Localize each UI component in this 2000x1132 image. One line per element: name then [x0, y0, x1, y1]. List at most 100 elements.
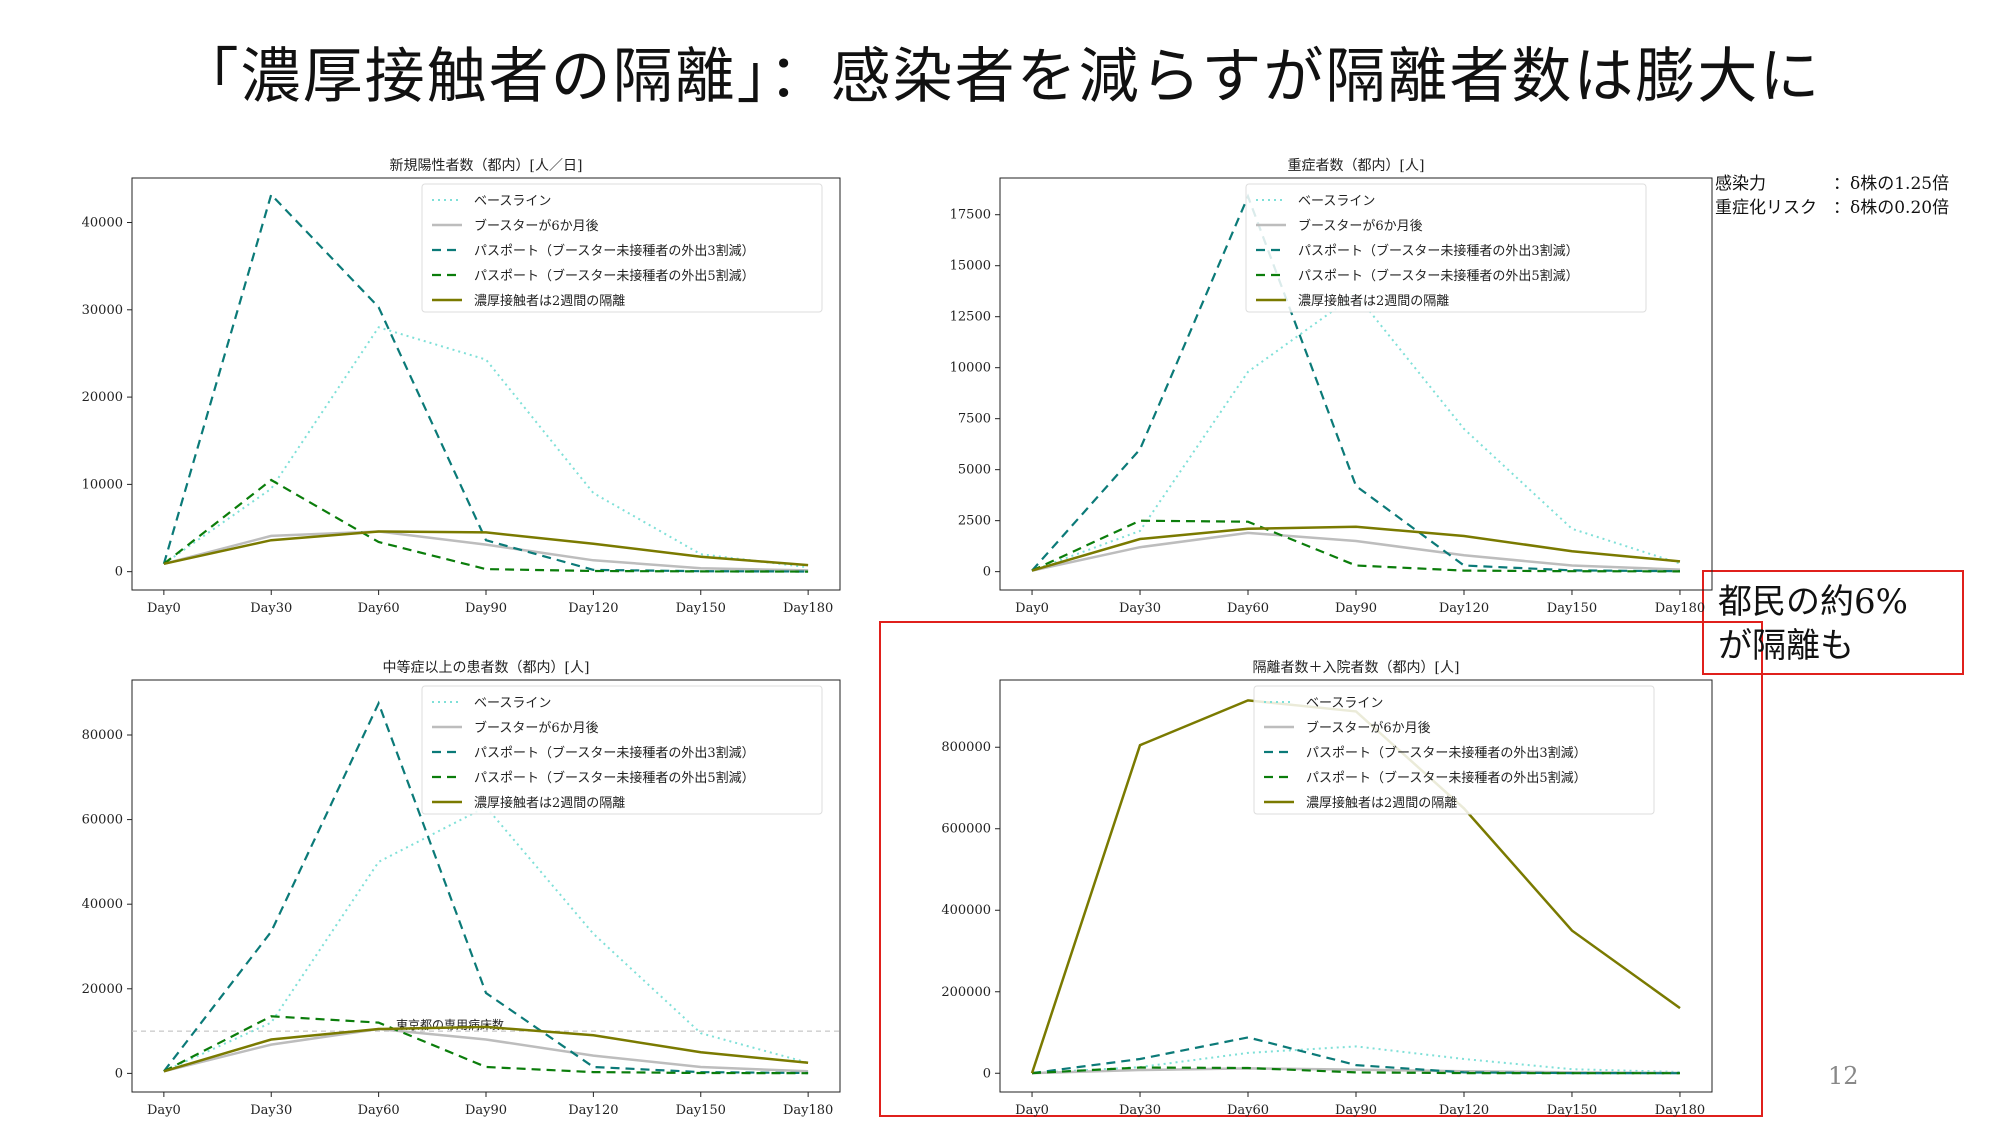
x-tick-label: Day90 — [465, 601, 507, 616]
series-line — [1031, 525, 1681, 572]
legend-label: パスポート（ブースター未接種者の外出3割減） — [474, 745, 755, 761]
param-row: 感染力 ：δ株の1.25倍 — [1715, 172, 1949, 196]
chart-svg: 隔離者数＋入院者数（都内）[人] 0 200000 400000 600000 80000… — [941, 659, 1713, 1118]
series-line — [1031, 531, 1681, 572]
y-tick-label: 10000 — [82, 477, 123, 492]
series-line — [163, 530, 809, 567]
x-tick-label: Day120 — [1439, 1103, 1489, 1118]
param-value: ：δ株の0.20倍 — [1833, 198, 1950, 218]
legend-box — [421, 685, 823, 815]
x-tick-label: Day90 — [1335, 601, 1377, 616]
legend-label: ベースライン — [1306, 696, 1383, 711]
x-tick-label: Day150 — [1547, 1103, 1597, 1118]
x-tick-label: Day60 — [358, 601, 400, 616]
y-tick-label: 800000 — [941, 740, 991, 755]
series-line — [163, 478, 809, 573]
x-tick-label: Day30 — [1119, 601, 1161, 616]
y-tick-label: 12500 — [950, 310, 991, 325]
legend-label: ブースターが6か月後 — [474, 218, 599, 234]
y-tick-label: 7500 — [958, 412, 991, 427]
legend-box — [1245, 183, 1647, 313]
series-line — [1031, 292, 1681, 572]
param-row: 重症化リスク ：δ株の0.20倍 — [1715, 196, 1949, 220]
y-tick-label: 600000 — [941, 822, 991, 837]
x-tick-label: Day0 — [147, 601, 181, 616]
y-tick-label: 0 — [115, 1066, 123, 1081]
reference-line-label: 東京都の専用病床数 — [396, 1017, 504, 1032]
legend-label: 濃厚接触者は2週間の隔離 — [1306, 795, 1457, 811]
y-tick-label: 2500 — [958, 514, 991, 529]
x-tick-label: Day150 — [676, 601, 726, 616]
y-tick-label: 0 — [983, 565, 991, 580]
callout-line: 都民の約6% — [1718, 582, 1908, 622]
callout-box: 都民の約6% が隔離も — [1702, 570, 1964, 675]
y-tick-label: 0 — [983, 1066, 991, 1081]
x-tick-label: Day30 — [1119, 1103, 1161, 1118]
y-tick-label: 60000 — [82, 813, 123, 828]
x-tick-label: Day180 — [783, 601, 833, 616]
legend-label: パスポート（ブースター未接種者の外出3割減） — [1306, 745, 1587, 761]
legend-label: ベースライン — [474, 696, 551, 711]
chart-title: 重症者数（都内）[人] — [1288, 158, 1425, 174]
highlight-frame — [879, 621, 1763, 1117]
x-tick-label: Day150 — [676, 1103, 726, 1118]
y-tick-label: 40000 — [82, 897, 123, 912]
x-tick-label: Day90 — [1335, 1103, 1377, 1118]
y-tick-label: 15000 — [950, 259, 991, 274]
x-tick-label: Day30 — [250, 601, 292, 616]
x-tick-label: Day180 — [783, 1103, 833, 1118]
legend-label: パスポート（ブースター未接種者の外出3割減） — [474, 243, 755, 259]
x-tick-label: Day0 — [1015, 601, 1049, 616]
x-tick-label: Day60 — [1227, 601, 1269, 616]
x-tick-label: Day60 — [1227, 1103, 1269, 1118]
y-tick-label: 200000 — [941, 985, 991, 1000]
chart-svg: 新規陽性者数（都内）[人／日] 0 10000 20000 30000 40000 Day0… — [82, 158, 841, 616]
legend-label: ブースターが6か月後 — [1306, 720, 1431, 736]
y-tick-label: 0 — [115, 565, 123, 580]
y-tick-label: 5000 — [958, 463, 991, 478]
chart-title: 新規陽性者数（都内）[人／日] — [390, 158, 583, 174]
x-tick-label: Day120 — [568, 601, 618, 616]
legend-label: パスポート（ブースター未接種者の外出5割減） — [474, 770, 755, 786]
y-tick-label: 80000 — [82, 728, 123, 743]
legend-label: ブースターが6か月後 — [474, 720, 599, 736]
x-tick-label: Day150 — [1547, 601, 1597, 616]
series-line — [163, 1027, 809, 1073]
y-tick-label: 40000 — [82, 216, 123, 231]
param-value: ：δ株の1.25倍 — [1833, 174, 1950, 194]
legend-label: パスポート（ブースター未接種者の外出5割減） — [1306, 770, 1587, 786]
x-tick-label: Day180 — [1655, 601, 1705, 616]
y-tick-label: 20000 — [82, 982, 123, 997]
x-tick-label: Day90 — [465, 1103, 507, 1118]
x-tick-label: Day120 — [1439, 601, 1489, 616]
x-tick-label: Day180 — [1655, 1103, 1705, 1118]
legend-box — [1253, 685, 1655, 815]
legend-label: 濃厚接触者は2週間の隔離 — [474, 795, 625, 811]
param-label: 感染力 — [1715, 174, 1766, 194]
legend-label: パスポート（ブースター未接種者の外出3割減） — [1298, 243, 1579, 259]
x-tick-label: Day120 — [568, 1103, 618, 1118]
series-line — [162, 192, 809, 573]
chart-svg: 重症者数（都内）[人] 0 2500 5000 7500 10000 12500 15000 1… — [950, 158, 1713, 616]
y-tick-label: 400000 — [941, 903, 991, 918]
series-line — [163, 1015, 809, 1075]
series-line — [163, 530, 809, 572]
legend-label: ベースライン — [1298, 194, 1375, 209]
page-number: 12 — [1828, 1062, 1859, 1090]
param-label: 重症化リスク — [1715, 198, 1817, 218]
x-tick-label: Day0 — [1015, 1103, 1049, 1118]
legend-label: 濃厚接触者は2週間の隔離 — [1298, 293, 1449, 309]
series-line — [1031, 1066, 1680, 1075]
x-tick-label: Day30 — [250, 1103, 292, 1118]
series-line — [1031, 519, 1681, 573]
legend-label: パスポート（ブースター未接種者の外出5割減） — [1298, 268, 1579, 284]
chart-title: 隔離者数＋入院者数（都内）[人] — [1253, 659, 1460, 676]
slide-title: 「濃厚接触者の隔離」：感染者を減らすが隔離者数は膨大に — [178, 42, 1822, 112]
parameter-notes: 感染力 ：δ株の1.25倍 重症化リスク ：δ株の0.20倍 — [1715, 172, 1949, 220]
legend-label: ベースライン — [474, 194, 551, 209]
legend-label: 濃厚接触者は2週間の隔離 — [474, 293, 625, 309]
chart-title: 中等症以上の患者数（都内）[人] — [383, 659, 590, 676]
x-tick-label: Day60 — [358, 1103, 400, 1118]
y-tick-label: 20000 — [82, 390, 123, 405]
legend-label: ブースターが6か月後 — [1298, 218, 1423, 234]
